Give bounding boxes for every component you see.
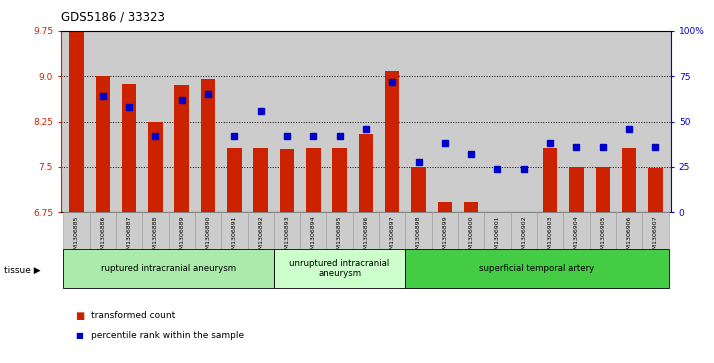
Text: GSM1306895: GSM1306895 — [337, 215, 342, 257]
Bar — [406, 249, 668, 288]
Bar — [406, 212, 432, 249]
Text: GSM1306886: GSM1306886 — [100, 215, 105, 257]
Text: ■: ■ — [75, 331, 83, 340]
Bar — [248, 212, 274, 249]
Text: GSM1306899: GSM1306899 — [443, 215, 448, 257]
Text: GSM1306893: GSM1306893 — [284, 215, 289, 257]
Bar — [169, 212, 195, 249]
Bar — [274, 212, 300, 249]
Text: GSM1306902: GSM1306902 — [521, 215, 526, 257]
Text: GSM1306885: GSM1306885 — [74, 215, 79, 257]
Text: ruptured intracranial aneurysm: ruptured intracranial aneurysm — [101, 264, 236, 273]
Text: GSM1306903: GSM1306903 — [548, 215, 553, 257]
Bar — [64, 249, 274, 288]
Text: ■: ■ — [75, 311, 84, 321]
Bar — [227, 148, 241, 212]
Text: GSM1306907: GSM1306907 — [653, 215, 658, 257]
Text: transformed count: transformed count — [91, 311, 175, 320]
Bar — [537, 212, 563, 249]
Bar — [484, 212, 511, 249]
Text: tissue ▶: tissue ▶ — [4, 266, 40, 275]
Text: GSM1306888: GSM1306888 — [153, 215, 158, 257]
Text: GSM1306896: GSM1306896 — [363, 215, 368, 257]
Bar — [385, 72, 399, 212]
Bar — [464, 202, 478, 212]
Bar — [438, 202, 452, 212]
Text: superficial temporal artery: superficial temporal artery — [479, 264, 595, 273]
Bar — [648, 168, 663, 212]
Bar — [358, 134, 373, 212]
Bar — [300, 212, 326, 249]
Bar — [122, 84, 136, 212]
Text: GSM1306890: GSM1306890 — [206, 215, 211, 257]
Text: GSM1306891: GSM1306891 — [232, 215, 237, 257]
Bar — [280, 149, 294, 212]
Text: GSM1306900: GSM1306900 — [468, 215, 473, 257]
Bar — [116, 212, 142, 249]
Text: GSM1306905: GSM1306905 — [600, 215, 605, 257]
Text: GSM1306901: GSM1306901 — [495, 215, 500, 257]
Bar — [64, 212, 90, 249]
Bar — [221, 212, 248, 249]
Bar — [69, 31, 84, 212]
Bar — [543, 148, 558, 212]
Text: GSM1306892: GSM1306892 — [258, 215, 263, 257]
Bar — [616, 212, 642, 249]
Bar — [253, 148, 268, 212]
Text: GSM1306897: GSM1306897 — [390, 215, 395, 257]
Bar — [590, 212, 616, 249]
Bar — [569, 167, 583, 212]
Bar — [622, 148, 636, 212]
Text: GSM1306887: GSM1306887 — [126, 215, 131, 257]
Text: GSM1306889: GSM1306889 — [179, 215, 184, 257]
Bar — [642, 212, 668, 249]
Bar — [379, 212, 406, 249]
Text: GSM1306898: GSM1306898 — [416, 215, 421, 257]
Bar — [306, 148, 321, 212]
Text: GSM1306904: GSM1306904 — [574, 215, 579, 257]
Bar — [149, 122, 163, 212]
Bar — [511, 212, 537, 249]
Bar — [333, 148, 347, 212]
Bar — [96, 76, 110, 212]
Bar — [432, 212, 458, 249]
Text: unruptured intracranial
aneurysm: unruptured intracranial aneurysm — [289, 259, 390, 278]
Bar — [90, 212, 116, 249]
Bar — [491, 212, 505, 219]
Text: GDS5186 / 33323: GDS5186 / 33323 — [61, 11, 164, 24]
Bar — [563, 212, 590, 249]
Text: GSM1306906: GSM1306906 — [627, 215, 632, 257]
Bar — [595, 167, 610, 212]
Bar — [142, 212, 169, 249]
Text: GSM1306894: GSM1306894 — [311, 215, 316, 257]
Bar — [458, 212, 484, 249]
Bar — [274, 249, 406, 288]
Bar — [516, 212, 531, 219]
Bar — [353, 212, 379, 249]
Bar — [174, 85, 189, 212]
Bar — [201, 79, 216, 212]
Bar — [326, 212, 353, 249]
Bar — [195, 212, 221, 249]
Bar — [411, 167, 426, 212]
Text: percentile rank within the sample: percentile rank within the sample — [91, 331, 243, 340]
